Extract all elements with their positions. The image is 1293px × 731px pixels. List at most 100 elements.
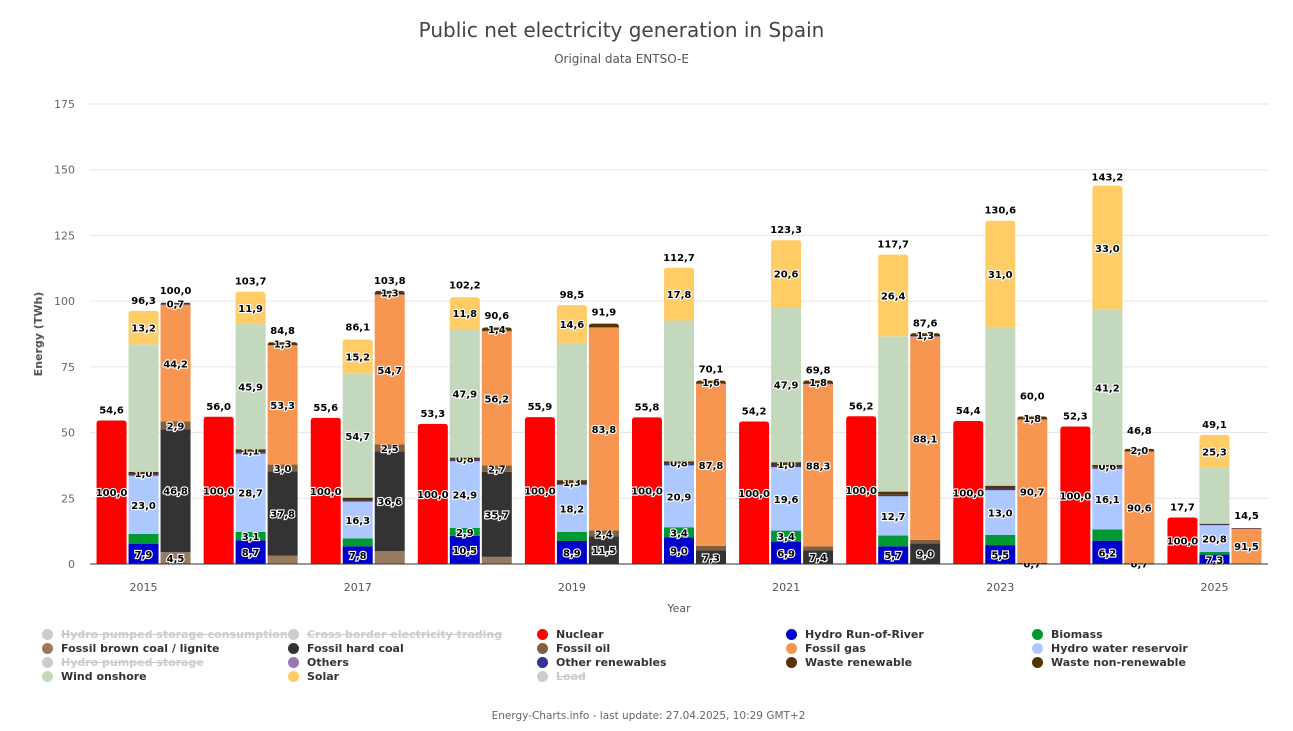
bar-segment-hydro-run-of-river[interactable] — [878, 546, 909, 564]
bar-segment-wind-onshore[interactable] — [1092, 309, 1123, 466]
legend-item-waste-renewable[interactable]: Waste renewable — [786, 655, 912, 669]
bar-segment-fossil-brown-coal-lignite[interactable] — [481, 556, 512, 564]
bar-segment-hydro-water-reservoir[interactable] — [235, 453, 266, 532]
bar-segment-waste-renewable[interactable] — [342, 497, 373, 501]
bar-segment-fossil-gas[interactable] — [481, 331, 512, 466]
bar-segment-waste-non-renewable[interactable] — [696, 380, 726, 384]
bar-segment-wind-onshore[interactable] — [985, 327, 1016, 486]
bar-segment-waste-renewable[interactable] — [985, 485, 1016, 489]
bar-segment-other-renewables[interactable] — [235, 452, 266, 454]
bar-segment-waste-renewable[interactable] — [664, 461, 694, 464]
bar-segment-waste-non-renewable[interactable] — [1231, 528, 1262, 529]
bar-segment-waste-non-renewable[interactable] — [160, 302, 191, 305]
bar-segment-hydro-run-of-river[interactable] — [128, 544, 159, 564]
bar-segment-nuclear[interactable] — [739, 421, 770, 564]
bar-segment-hydro-water-reservoir[interactable] — [771, 467, 802, 531]
legend-item-cross-border-electricity-trading[interactable]: Cross border electricity trading — [288, 627, 502, 641]
bar-segment-nuclear[interactable] — [1060, 426, 1091, 564]
bar-segment-others[interactable] — [481, 330, 512, 332]
legend-item-fossil-gas[interactable]: Fossil gas — [786, 641, 866, 655]
bar-segment-fossil-gas[interactable] — [1017, 419, 1048, 563]
bar-segment-hydro-water-reservoir[interactable] — [128, 475, 159, 534]
bar-segment-wind-onshore[interactable] — [556, 342, 587, 481]
legend-item-other-renewables[interactable]: Other renewables — [537, 655, 667, 669]
bar-segment-wind-onshore[interactable] — [771, 306, 802, 463]
bar-segment-hydro-run-of-river[interactable] — [235, 540, 266, 564]
bar-segment-hydro-water-reservoir[interactable] — [1199, 525, 1230, 552]
bar-segment-other-renewables[interactable] — [985, 488, 1016, 491]
bar-segment-solar[interactable] — [1092, 185, 1123, 310]
bar-segment-other-renewables[interactable] — [771, 465, 802, 468]
bar-segment-hydro-water-reservoir[interactable] — [449, 461, 480, 529]
bar-segment-others[interactable] — [374, 294, 405, 296]
bar-segment-solar[interactable] — [342, 339, 373, 374]
bar-segment-fossil-gas[interactable] — [696, 384, 726, 546]
bar-segment-biomass[interactable] — [235, 531, 266, 541]
legend-item-biomass[interactable]: Biomass — [1032, 627, 1103, 641]
bar-segment-others[interactable] — [1231, 528, 1262, 529]
bar-segment-solar[interactable] — [771, 240, 802, 307]
bar-segment-other-renewables[interactable] — [449, 459, 480, 462]
bar-segment-biomass[interactable] — [985, 534, 1016, 546]
bar-segment-wind-onshore[interactable] — [449, 328, 480, 458]
bar-segment-fossil-hard-coal[interactable] — [374, 451, 405, 552]
legend-item-hydro-pumped-storage-consumption[interactable]: Hydro pumped storage consumption — [42, 627, 288, 641]
bar-segment-solar[interactable] — [664, 267, 694, 321]
bar-segment-solar[interactable] — [1199, 434, 1230, 468]
bar-segment-biomass[interactable] — [128, 533, 159, 545]
bar-segment-other-renewables[interactable] — [342, 500, 373, 502]
bar-segment-others[interactable] — [910, 336, 941, 337]
bar-segment-nuclear[interactable] — [524, 417, 555, 564]
bar-segment-fossil-oil[interactable] — [267, 464, 298, 472]
bar-segment-hydro-water-reservoir[interactable] — [342, 501, 373, 539]
bar-segment-wind-onshore[interactable] — [342, 373, 373, 498]
bar-segment-fossil-gas[interactable] — [267, 345, 298, 465]
legend-item-waste-non-renewable[interactable]: Waste non-renewable — [1032, 655, 1186, 669]
bar-segment-other-renewables[interactable] — [1199, 524, 1230, 526]
bar-segment-fossil-hard-coal[interactable] — [481, 471, 512, 557]
legend-item-hydro-run-of-river[interactable]: Hydro Run-of-River — [786, 627, 924, 641]
bar-segment-waste-non-renewable[interactable] — [1017, 416, 1048, 420]
bar-segment-other-renewables[interactable] — [128, 474, 159, 476]
bar-segment-wind-onshore[interactable] — [128, 344, 159, 472]
bar-segment-fossil-hard-coal[interactable] — [588, 536, 619, 564]
bar-segment-waste-non-renewable[interactable] — [803, 380, 834, 384]
bar-segment-hydro-run-of-river[interactable] — [985, 545, 1016, 564]
bar-segment-fossil-oil[interactable] — [481, 465, 512, 472]
bar-segment-waste-renewable[interactable] — [556, 480, 587, 484]
bar-segment-waste-non-renewable[interactable] — [588, 323, 619, 328]
bar-segment-fossil-gas[interactable] — [160, 305, 191, 422]
bar-segment-biomass[interactable] — [556, 531, 587, 541]
legend-item-hydro-water-reservoir[interactable]: Hydro water reservoir — [1032, 641, 1188, 655]
bar-segment-fossil-brown-coal-lignite[interactable] — [374, 551, 405, 564]
bar-segment-others[interactable] — [267, 345, 298, 346]
bar-segment-fossil-oil[interactable] — [696, 545, 726, 551]
bar-segment-others[interactable] — [803, 383, 834, 385]
bar-segment-waste-renewable[interactable] — [771, 462, 802, 466]
bar-segment-fossil-hard-coal[interactable] — [803, 550, 834, 564]
bar-segment-fossil-hard-coal[interactable] — [1017, 562, 1048, 564]
legend-item-load[interactable]: Load — [537, 669, 586, 683]
bar-segment-fossil-brown-coal-lignite[interactable] — [160, 552, 191, 564]
bar-segment-fossil-hard-coal[interactable] — [160, 429, 191, 553]
bar-segment-waste-renewable[interactable] — [878, 491, 909, 495]
bar-segment-biomass[interactable] — [1092, 529, 1123, 541]
bar-segment-waste-renewable[interactable] — [1199, 523, 1230, 525]
bar-segment-fossil-gas[interactable] — [1124, 451, 1155, 564]
bar-segment-nuclear[interactable] — [310, 417, 341, 564]
bar-segment-other-renewables[interactable] — [878, 494, 909, 497]
legend-item-wind-onshore[interactable]: Wind onshore — [42, 669, 147, 683]
bar-segment-solar[interactable] — [235, 291, 266, 325]
bar-segment-nuclear[interactable] — [417, 423, 448, 564]
bar-segment-biomass[interactable] — [878, 535, 909, 547]
bar-segment-hydro-run-of-river[interactable] — [449, 535, 480, 564]
bar-segment-nuclear[interactable] — [203, 416, 234, 564]
bar-segment-fossil-oil[interactable] — [803, 546, 834, 551]
bar-segment-waste-non-renewable[interactable] — [1124, 448, 1155, 452]
bar-segment-fossil-gas[interactable] — [910, 336, 941, 540]
bar-segment-nuclear[interactable] — [632, 417, 662, 564]
bar-segment-wind-onshore[interactable] — [664, 320, 694, 462]
bar-segment-solar[interactable] — [985, 220, 1016, 328]
bar-segment-biomass[interactable] — [1199, 551, 1230, 555]
bar-segment-nuclear[interactable] — [96, 420, 127, 564]
